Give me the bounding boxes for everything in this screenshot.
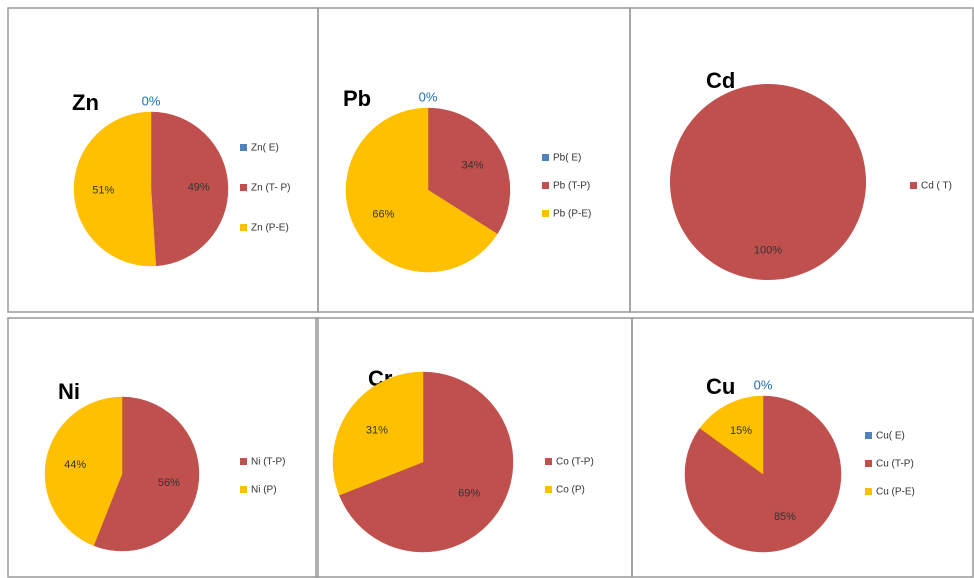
legend-swatch	[910, 182, 917, 189]
legend-label: Pb (P-E)	[553, 209, 591, 220]
legend-swatch	[865, 432, 872, 439]
legend-label: Zn( E)	[251, 143, 279, 154]
legend-label: Pb (T-P)	[553, 181, 590, 192]
legend-label: Zn (T- P)	[251, 183, 290, 194]
legend-swatch	[545, 458, 552, 465]
data-label: 31%	[366, 425, 388, 437]
pie-slice	[93, 396, 200, 552]
legend-swatch	[865, 488, 872, 495]
data-label: 56%	[158, 477, 180, 489]
pie-slice	[338, 371, 514, 553]
data-label: 44%	[64, 459, 86, 471]
data-label: 15%	[730, 425, 752, 437]
data-label: 0%	[754, 377, 773, 392]
chart-title: Zn	[72, 90, 99, 115]
chart-title: Pb	[343, 86, 371, 111]
legend-label: Ni (T-P)	[251, 457, 285, 468]
data-label: 49%	[188, 181, 210, 193]
panel	[629, 7, 974, 313]
chart-title: Cd	[706, 68, 735, 93]
legend-label: Co (T-P)	[556, 457, 594, 468]
legend-swatch	[240, 144, 247, 151]
legend-swatch	[240, 224, 247, 231]
panel-borders	[7, 7, 974, 578]
data-label: 34%	[462, 159, 484, 171]
pie-slice	[44, 396, 123, 546]
pie-slice	[332, 371, 424, 496]
legend-label: Zn (P-E)	[251, 223, 289, 234]
legend-label: Pb( E)	[553, 153, 581, 164]
legend-label: Cd ( T)	[921, 181, 952, 192]
panel	[631, 317, 974, 578]
data-label: 51%	[92, 184, 114, 196]
chart-title: Ni	[58, 379, 80, 404]
legend-swatch	[542, 154, 549, 161]
legend-label: Cu (P-E)	[876, 487, 915, 498]
legend-swatch	[865, 460, 872, 467]
chart-title: Cu	[706, 374, 735, 399]
legend-swatch	[240, 486, 247, 493]
legend-label: Cu( E)	[876, 431, 905, 442]
pie-slice	[345, 107, 498, 273]
pie-slice	[670, 84, 866, 280]
data-label: 66%	[372, 208, 394, 220]
pie-slice	[427, 107, 511, 235]
legend-swatch	[545, 486, 552, 493]
data-label: 69%	[458, 487, 480, 499]
legend-swatch	[240, 458, 247, 465]
panel	[7, 317, 319, 578]
data-label: 85%	[774, 511, 796, 523]
data-label: 0%	[142, 93, 161, 108]
legend-label: Ni (P)	[251, 485, 277, 496]
pie-slice	[73, 111, 157, 267]
legend-label: Cu (T-P)	[876, 459, 914, 470]
legend-swatch	[240, 184, 247, 191]
legend-swatch	[542, 182, 549, 189]
legend-swatch	[542, 210, 549, 217]
legend-label: Co (P)	[556, 485, 585, 496]
data-label: 100%	[754, 245, 782, 257]
pie-slice	[699, 395, 764, 475]
pie-slice	[150, 111, 229, 267]
data-label: 0%	[419, 89, 438, 104]
